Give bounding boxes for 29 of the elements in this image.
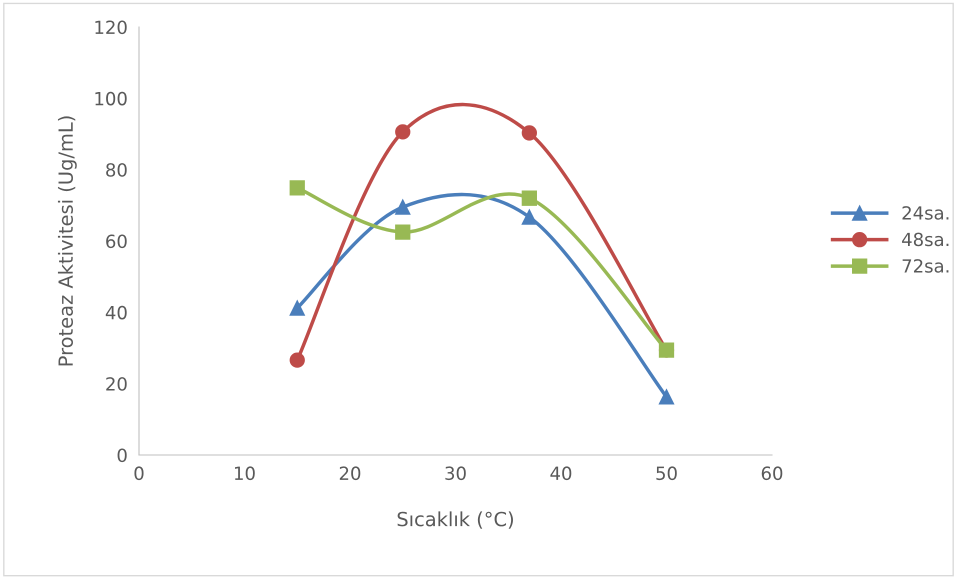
point — [522, 190, 537, 206]
y-tick-label: 40 — [106, 306, 127, 320]
point — [522, 125, 537, 141]
point — [658, 389, 674, 405]
legend-label: 24sa. — [902, 206, 948, 220]
legend-label: 72sa. — [902, 259, 948, 273]
point — [290, 300, 305, 316]
y-tick-label: 0 — [118, 448, 127, 462]
x-tick-label: 10 — [234, 466, 255, 480]
point — [290, 180, 305, 196]
y-tick-label: 60 — [106, 234, 127, 248]
x-tick-label: 40 — [550, 466, 572, 480]
point — [395, 124, 410, 140]
x-tick-label: 20 — [340, 466, 360, 480]
x-tick-label: 60 — [762, 466, 782, 480]
point — [522, 209, 537, 225]
y-tick-label: 80 — [106, 163, 127, 177]
y-tick-label: 100 — [95, 92, 127, 106]
point — [395, 199, 410, 215]
x-tick-label: 50 — [656, 466, 677, 480]
x-tick-label: 30 — [445, 466, 466, 480]
y-tick-label: 20 — [106, 377, 127, 391]
point — [395, 224, 410, 240]
y-tick-label: 120 — [95, 20, 127, 34]
x-tick-label: 0 — [134, 466, 144, 480]
point — [290, 352, 305, 368]
y-axis-title: Proteaz Aktivitesi (Ug/mL) — [58, 116, 77, 366]
legend-label: 48sa. — [902, 232, 948, 246]
x-axis-title: Sıcaklık (°C) — [398, 511, 513, 529]
